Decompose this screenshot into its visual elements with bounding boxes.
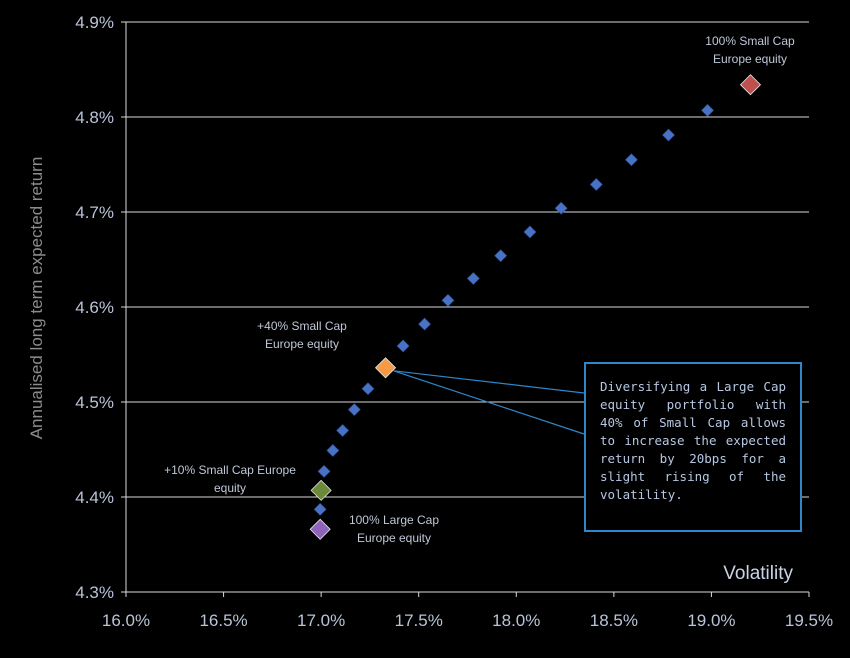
data-point (418, 317, 431, 331)
data-point (466, 272, 480, 285)
point-annotation: 100% Large Cap (349, 513, 439, 527)
x-tick-label: 18.0% (492, 611, 540, 630)
point-annotation: Europe equity (357, 531, 431, 545)
point-annotation: Europe equity (265, 337, 339, 351)
x-axis-title: Volatility (723, 563, 793, 584)
data-point (361, 382, 375, 396)
x-tick-label: 16.0% (102, 611, 150, 630)
y-tick-label: 4.7% (75, 203, 114, 222)
data-point (589, 178, 603, 191)
x-tick-labels: 16.0% 16.5% 17.0% 17.5% 18.0% 18.5% 19.0% 19.5% (102, 611, 833, 630)
x-tick-label: 18.5% (590, 611, 638, 630)
callout-connector (393, 370, 585, 435)
highlight-point (739, 74, 762, 96)
data-point (326, 444, 340, 457)
x-tick-label: 17.0% (297, 611, 345, 630)
point-annotations: 100% Large Cap Europe equity +10% Small Ca… (164, 34, 795, 545)
data-point (441, 293, 455, 307)
x-tick-label: 19.0% (687, 611, 735, 630)
data-point (313, 502, 327, 516)
point-annotation: equity (214, 481, 246, 495)
point-annotation: Europe equity (713, 52, 787, 66)
data-point (494, 249, 508, 263)
y-tick-label: 4.4% (75, 488, 114, 507)
y-tick-label: 4.5% (75, 393, 114, 412)
data-point (317, 464, 331, 478)
point-annotation: +10% Small Cap Europe (164, 463, 296, 477)
scatter-points (313, 103, 714, 516)
data-point (396, 339, 410, 353)
data-point (701, 103, 714, 117)
highlight-point (374, 357, 397, 379)
x-tick-label: 19.5% (785, 611, 833, 630)
callout-box: Diversifying a Large Cap equity portfoli… (584, 362, 802, 532)
point-annotation: 100% Small Cap (705, 34, 795, 48)
x-tick-label: 17.5% (395, 611, 443, 630)
highlight-point (310, 479, 332, 501)
data-point (662, 128, 675, 142)
data-point (554, 201, 568, 215)
data-point (347, 403, 361, 417)
connector-line-lower (393, 370, 585, 435)
y-tick-label: 4.6% (75, 298, 114, 317)
highlight-point (309, 518, 331, 540)
point-annotation: +40% Small Cap (257, 319, 347, 333)
x-tick-label: 16.5% (199, 611, 247, 630)
data-point (523, 225, 537, 239)
y-tick-label: 4.8% (75, 108, 114, 127)
y-tick-label: 4.3% (75, 583, 114, 602)
data-point (336, 424, 350, 437)
data-point (624, 153, 638, 167)
y-tick-label: 4.9% (75, 13, 114, 32)
highlight-points (309, 74, 762, 540)
y-axis-title: Annualised long term expected return (27, 157, 46, 440)
connector-line-upper (393, 370, 585, 394)
y-tick-labels: 4.3% 4.4% 4.5% 4.6% 4.7% 4.8% 4.9% (75, 13, 114, 602)
